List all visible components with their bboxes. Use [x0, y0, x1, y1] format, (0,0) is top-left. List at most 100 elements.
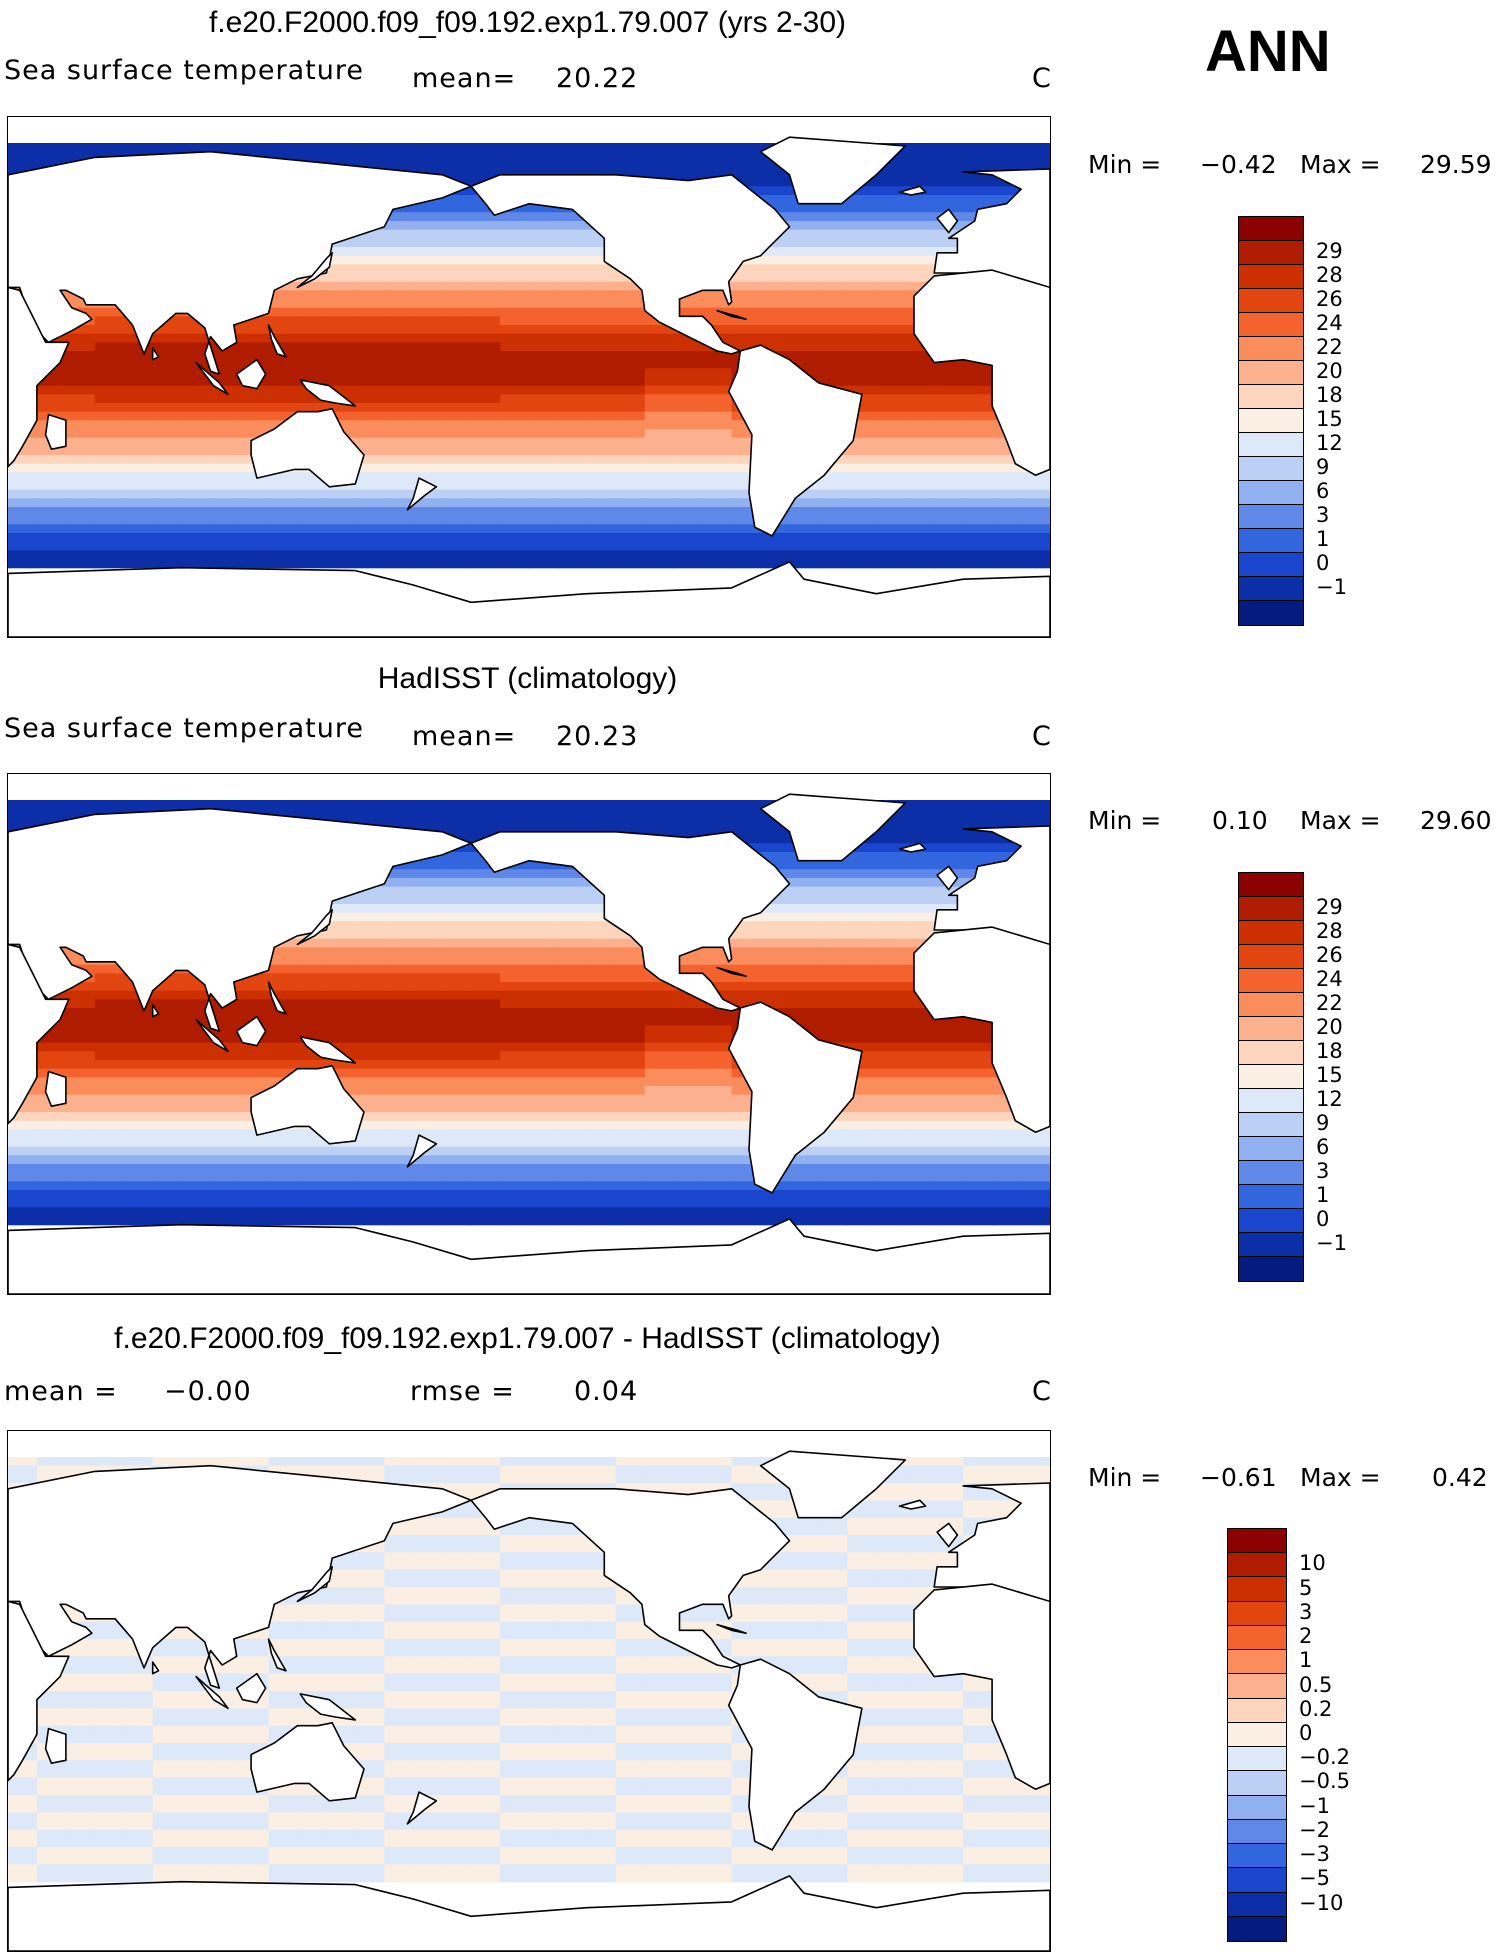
mean-value: 20.22: [556, 63, 639, 94]
colorbar-tick-label: 28: [1316, 919, 1343, 943]
landmass-africa_w: [913, 1583, 1050, 1790]
colorbar-swatch: [1239, 217, 1303, 241]
landmass-newzealand: [406, 1134, 438, 1168]
landmass-srilanka: [151, 347, 160, 361]
mean-value: −0.00: [164, 1376, 252, 1407]
colorbar-swatch: [1239, 1041, 1303, 1065]
landmass-japan: [296, 1566, 333, 1603]
units-label: C: [1032, 1376, 1052, 1407]
continents: [8, 793, 1050, 1294]
colorbar-tick-label: 0.5: [1299, 1672, 1333, 1697]
colorbar-swatch: [1239, 1233, 1303, 1257]
colorbar-swatch: [1228, 1577, 1286, 1602]
landmass-sumatra: [195, 1675, 229, 1710]
landmass-newzealand: [406, 1791, 438, 1825]
colorbar-swatch: [1239, 897, 1303, 921]
season-label: ANN: [1205, 19, 1331, 84]
landmass-namerica: [470, 174, 791, 355]
colorbar-swatch: [1239, 1017, 1303, 1041]
landmass-iceland: [898, 185, 927, 196]
colorbar-swatch: [1239, 409, 1303, 433]
colorbar-swatch: [1239, 481, 1303, 505]
colorbar-swatch: [1239, 969, 1303, 993]
colorbar-tick-label: −1: [1316, 1231, 1347, 1255]
colorbar-obs: [1238, 872, 1304, 1282]
colorbar-tick-label: 24: [1316, 967, 1343, 991]
landmass-newzealand: [406, 477, 438, 511]
colorbar-swatch: [1239, 1089, 1303, 1113]
sst-map-obs: [7, 773, 1051, 1295]
landmass-japan: [296, 252, 333, 289]
colorbar-tick-label: 18: [1316, 1039, 1343, 1063]
landmass-namerica: [470, 1488, 791, 1669]
landmass-madagascar: [44, 413, 67, 450]
max-value: 0.42: [1432, 1463, 1488, 1492]
max-value: 29.59: [1420, 150, 1492, 179]
colorbar-tick-label: 29: [1316, 895, 1343, 919]
colorbar-swatch: [1239, 1161, 1303, 1185]
landmass-newguinea: [299, 1036, 357, 1064]
colorbar-swatch: [1239, 1065, 1303, 1089]
landmass-africa_e: [8, 286, 70, 468]
colorbar-tick-label: 1: [1299, 1648, 1313, 1673]
colorbar-swatch: [1239, 433, 1303, 457]
colorbar-tick-label: −1: [1316, 575, 1347, 599]
colorbar-swatch: [1239, 945, 1303, 969]
landmass-samerica: [727, 344, 863, 537]
landmass-borneo: [235, 1672, 267, 1704]
landmass-greenland: [759, 793, 907, 862]
colorbar-tick-label: 10: [1299, 1551, 1326, 1576]
landmass-srilanka: [151, 1004, 160, 1018]
colorbar-swatch: [1239, 601, 1303, 625]
colorbar-tick-label: 2: [1299, 1624, 1313, 1649]
colorbar-swatch: [1239, 1185, 1303, 1209]
colorbar-tick-label: 3: [1316, 503, 1330, 527]
colorbar-tick-label: 0.2: [1299, 1696, 1333, 1721]
variable-label: Sea surface temperature: [4, 713, 364, 744]
colorbar-tick-label: 15: [1316, 1063, 1343, 1087]
colorbar-swatch: [1239, 1113, 1303, 1137]
landmass-eurasia: [8, 1464, 472, 1689]
landmass-africa_w: [913, 926, 1050, 1133]
colorbar-swatch: [1239, 1257, 1303, 1281]
colorbar-swatch: [1228, 1868, 1286, 1893]
landmass-samerica: [727, 1658, 863, 1851]
landmass-uk: [936, 865, 959, 891]
colorbar-swatch: [1228, 1892, 1286, 1917]
min-value: −0.42: [1200, 150, 1277, 179]
colorbar-swatch: [1228, 1529, 1286, 1554]
colorbar-tick-label: 18: [1316, 383, 1343, 407]
colorbar-swatch: [1228, 1747, 1286, 1772]
landmass-namerica: [470, 831, 791, 1012]
min-label: Min =: [1088, 806, 1162, 835]
mean-value: 20.23: [556, 721, 639, 752]
landmass-borneo: [235, 358, 267, 390]
max-label: Max =: [1300, 150, 1381, 179]
colorbar-swatch: [1239, 873, 1303, 897]
colorbar-swatch: [1239, 385, 1303, 409]
landmass-antarctica: [8, 1218, 1050, 1294]
sst-map-model: [7, 116, 1051, 638]
landmass-newguinea: [299, 379, 357, 407]
colorbar-swatch: [1228, 1674, 1286, 1699]
colorbar-tick-label: −5: [1299, 1866, 1330, 1891]
colorbar-model: [1238, 216, 1304, 626]
landmass-iceland: [898, 1499, 927, 1510]
colorbar-tick-label: −2: [1299, 1817, 1330, 1842]
colorbar-tick-label: 9: [1316, 1111, 1330, 1135]
colorbar-swatch: [1239, 1137, 1303, 1161]
mean-label: mean =: [4, 1376, 118, 1407]
colorbar-tick-label: 20: [1316, 359, 1343, 383]
colorbar-tick-label: −3: [1299, 1842, 1330, 1867]
max-label: Max =: [1300, 806, 1381, 835]
landmass-madagascar: [44, 1070, 67, 1107]
colorbar-tick-label: 15: [1316, 407, 1343, 431]
colorbar-tick-label: 12: [1316, 1087, 1343, 1111]
colorbar-swatch: [1228, 1650, 1286, 1675]
max-label: Max =: [1300, 1463, 1381, 1492]
landmass-uk: [936, 1522, 959, 1548]
colorbar-swatch: [1239, 921, 1303, 945]
colorbar-tick-label: 22: [1316, 991, 1343, 1015]
colorbar-tick-label: 5: [1299, 1575, 1313, 1600]
rmse-value: 0.04: [574, 1376, 639, 1407]
